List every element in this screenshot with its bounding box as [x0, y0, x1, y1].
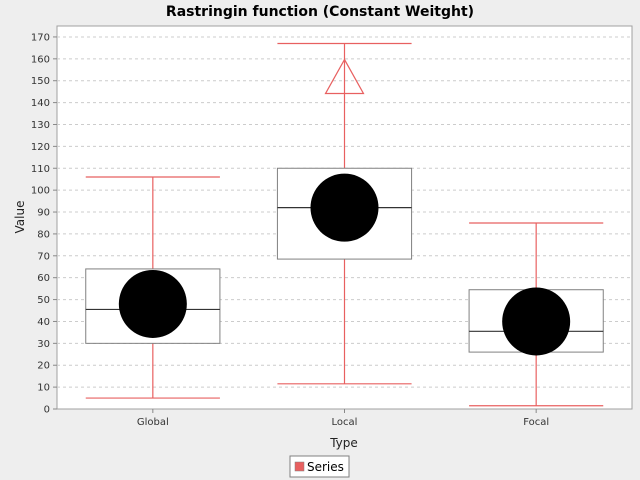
x-axis-label: Type — [329, 436, 358, 450]
y-tick-label: 10 — [37, 383, 50, 394]
y-tick-label: 30 — [37, 339, 50, 350]
box-plots — [85, 42, 604, 407]
y-tick-label: 120 — [31, 142, 50, 153]
outlier-marker — [324, 58, 365, 95]
y-axis-ticks: 0 10 20 30 40 50 60 70 80 90 100 110 120 130 140 150 160… — [31, 32, 57, 416]
y-tick-label: 80 — [37, 229, 50, 240]
chart-title: Rastringin function (Constant Weitght) — [166, 4, 474, 20]
mean-marker — [118, 269, 187, 338]
y-tick-label: 170 — [31, 32, 50, 43]
legend-label: Series — [307, 460, 344, 474]
box-global — [85, 176, 221, 399]
x-tick-label: Global — [137, 417, 169, 428]
y-tick-label: 50 — [37, 295, 50, 306]
x-tick-label: Focal — [523, 417, 549, 428]
y-tick-label: 90 — [37, 208, 50, 219]
y-axis-label: Value — [13, 201, 27, 234]
legend-swatch — [294, 461, 305, 472]
mean-marker — [502, 287, 571, 356]
y-tick-label: 60 — [37, 273, 50, 284]
box-focal — [468, 222, 604, 407]
y-tick-label: 160 — [31, 54, 50, 65]
legend-box — [289, 455, 350, 478]
y-tick-label: 110 — [31, 164, 50, 175]
y-tick-label: 130 — [31, 120, 50, 131]
y-tick-label: 100 — [31, 186, 50, 197]
box-local — [276, 42, 413, 385]
y-tick-label: 0 — [44, 405, 50, 416]
x-tick-label: Local — [332, 417, 358, 428]
mean-marker — [310, 173, 379, 242]
y-tick-label: 20 — [37, 361, 50, 372]
y-tick-label: 70 — [37, 251, 50, 262]
y-tick-label: 150 — [31, 76, 50, 87]
y-tick-label: 40 — [37, 317, 50, 328]
y-tick-label: 140 — [31, 98, 50, 109]
x-axis-ticks: Global Local Focal — [137, 409, 549, 428]
legend: Series — [289, 455, 350, 478]
